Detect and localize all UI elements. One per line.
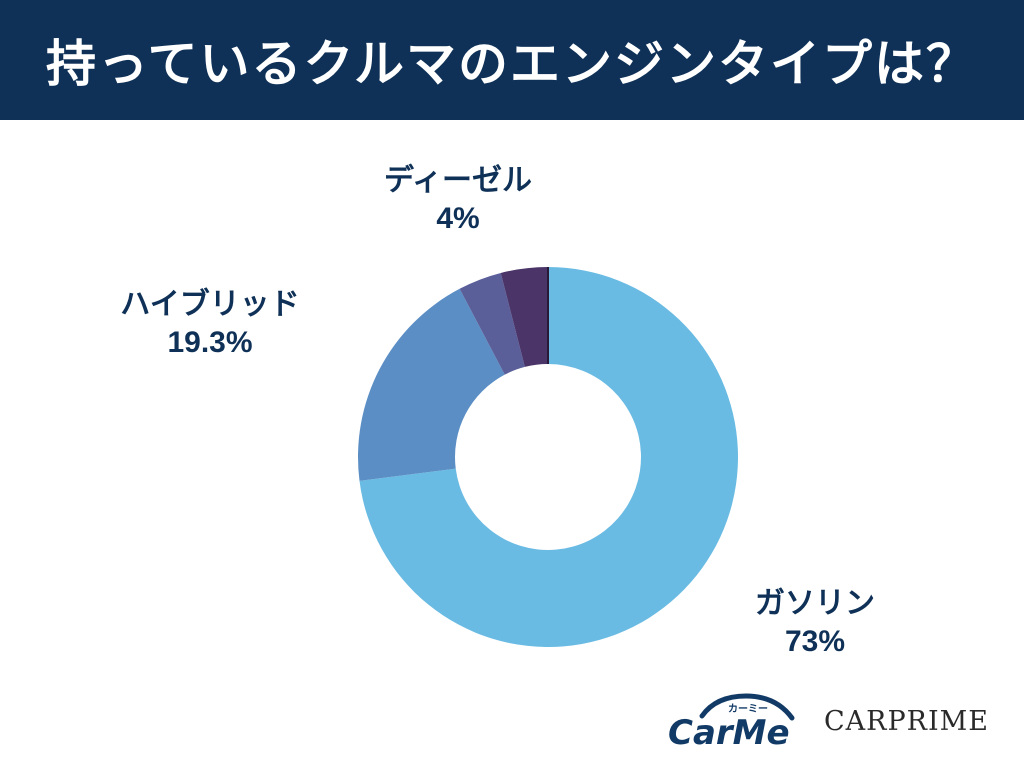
- header-bar: 持っているクルマのエンジンタイプは？: [0, 0, 1024, 120]
- label-hybrid-name: ハイブリッド: [120, 287, 300, 322]
- label-gasoline-value: 73%: [784, 624, 846, 658]
- carme-logo: カーミー CarMe: [668, 693, 795, 750]
- donut-slice-0: [359, 267, 738, 648]
- label-diesel-value: 4%: [436, 201, 480, 235]
- donut-slice-2: [459, 272, 525, 375]
- carme-logo-text: CarMe: [668, 713, 790, 750]
- page-title: 持っているクルマのエンジンタイプは？: [46, 35, 978, 93]
- label-diesel: ディーゼル 4%: [360, 162, 556, 237]
- carprime-logo: CARPRIME: [824, 706, 990, 737]
- donut-slice-1: [358, 288, 505, 481]
- label-hybrid: ハイブリッド 19.3%: [100, 286, 320, 361]
- donut-slice-3: [500, 267, 548, 367]
- label-gasoline-name: ガソリン: [755, 586, 875, 621]
- label-hybrid-value: 19.3%: [167, 325, 253, 359]
- carme-logo-kana: カーミー: [728, 703, 768, 715]
- label-gasoline: ガソリン 73%: [725, 585, 905, 660]
- label-diesel-name: ディーゼル: [384, 163, 532, 198]
